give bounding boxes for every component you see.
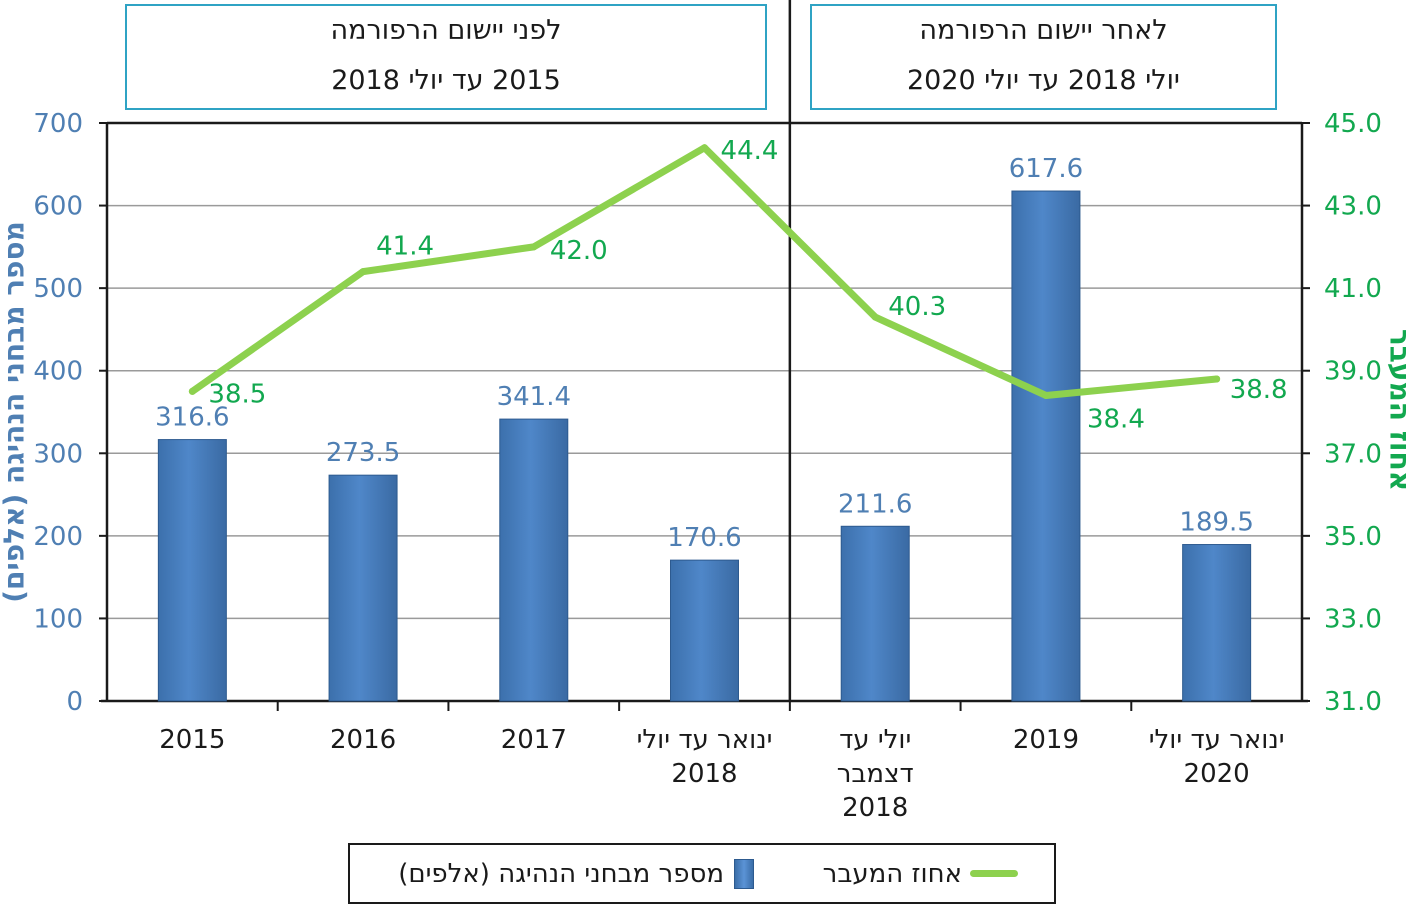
line-value-label: 42.0 — [550, 236, 608, 266]
bar — [499, 418, 569, 702]
y-left-tick-label: 0 — [66, 687, 83, 717]
bar — [157, 439, 227, 702]
y-left-tick-label: 300 — [33, 439, 83, 469]
bar-value-label: 211.6 — [838, 489, 912, 519]
period-before-title: לפני יישום הרפורמה — [330, 15, 562, 46]
y-left-tick-label: 600 — [33, 192, 83, 222]
legend-item-bar: מספר מבחני הנהיגה (אלפים) — [398, 845, 754, 902]
line-value-label: 38.8 — [1230, 375, 1288, 405]
x-category-label: 2016 — [330, 725, 396, 755]
period-before-range: 2015 עד יולי 2018 — [331, 65, 561, 96]
y-right-tick-label: 43.0 — [1324, 192, 1382, 222]
y-right-tick-label: 31.0 — [1324, 687, 1382, 717]
bar-value-label: 189.5 — [1179, 508, 1253, 538]
x-category-label: 2019 — [1013, 725, 1079, 755]
legend-line-swatch — [970, 870, 1018, 877]
period-after-title: לאחר יישום הרפורמה — [919, 15, 1168, 46]
x-category-label: ינואר עד יולי — [1149, 725, 1285, 755]
y-axis-left-label: מספר מבחני הנהיגה (אלפים) — [0, 221, 31, 603]
y-right-tick-label: 41.0 — [1324, 274, 1382, 304]
line-value-label: 41.4 — [376, 232, 434, 262]
y-left-tick-label: 500 — [33, 274, 83, 304]
x-category-label: 2020 — [1184, 759, 1250, 789]
bar-value-label: 273.5 — [326, 438, 400, 468]
period-box-after: לאחר יישום הרפורמה יולי 2018 עד יולי 202… — [810, 4, 1277, 110]
bar-value-label: 316.6 — [155, 403, 229, 433]
y-right-tick-label: 37.0 — [1324, 439, 1382, 469]
bar — [328, 474, 398, 702]
line-value-label: 44.4 — [721, 136, 779, 166]
line-point — [1213, 375, 1221, 383]
chart-legend: אחוז המעבר מספר מבחני הנהיגה (אלפים) — [348, 843, 1056, 904]
line-point — [530, 243, 538, 251]
y-right-tick-label: 35.0 — [1324, 522, 1382, 552]
x-category-label: ינואר עד יולי — [637, 725, 773, 755]
period-after-range: יולי 2018 עד יולי 2020 — [907, 65, 1180, 96]
bar — [1182, 544, 1252, 702]
line-point — [871, 313, 879, 321]
period-box-before: לפני יישום הרפורמה 2015 עד יולי 2018 — [125, 4, 767, 110]
x-category-label: 2015 — [159, 725, 225, 755]
bar — [670, 559, 739, 702]
y-right-tick-label: 33.0 — [1324, 604, 1382, 634]
legend-item-line: אחוז המעבר — [823, 845, 1018, 902]
line-value-label: 38.4 — [1087, 404, 1145, 434]
bar-value-label: 341.4 — [497, 382, 571, 412]
y-left-tick-label: 700 — [33, 109, 83, 139]
y-left-tick-label: 200 — [33, 522, 83, 552]
legend-bar-label: מספר מבחני הנהיגה (אלפים) — [398, 858, 724, 889]
bar — [840, 525, 910, 702]
line-value-label: 40.3 — [888, 292, 946, 322]
bar-value-label: 170.6 — [667, 523, 741, 553]
legend-line-label: אחוז המעבר — [822, 858, 962, 889]
x-category-label: 2017 — [501, 725, 567, 755]
line-point — [188, 387, 196, 395]
y-left-tick-label: 100 — [33, 604, 83, 634]
legend-bar-swatch — [734, 858, 754, 889]
y-right-tick-label: 45.0 — [1324, 109, 1382, 139]
bar — [1011, 190, 1081, 702]
x-category-label: 2018 — [842, 793, 908, 823]
bar-value-label: 617.6 — [1009, 154, 1083, 184]
line-point — [701, 144, 708, 152]
y-axis-right-label: אחוז המעבר — [1383, 328, 1417, 492]
y-left-tick-label: 400 — [33, 357, 83, 387]
x-category-label: יולי עד — [839, 725, 911, 755]
y-right-tick-label: 39.0 — [1324, 357, 1382, 387]
line-value-label: 38.5 — [208, 379, 266, 409]
line-point — [1042, 391, 1050, 399]
line-point — [359, 268, 367, 276]
x-category-label: דצמבר — [837, 759, 914, 789]
x-category-label: 2018 — [671, 759, 737, 789]
